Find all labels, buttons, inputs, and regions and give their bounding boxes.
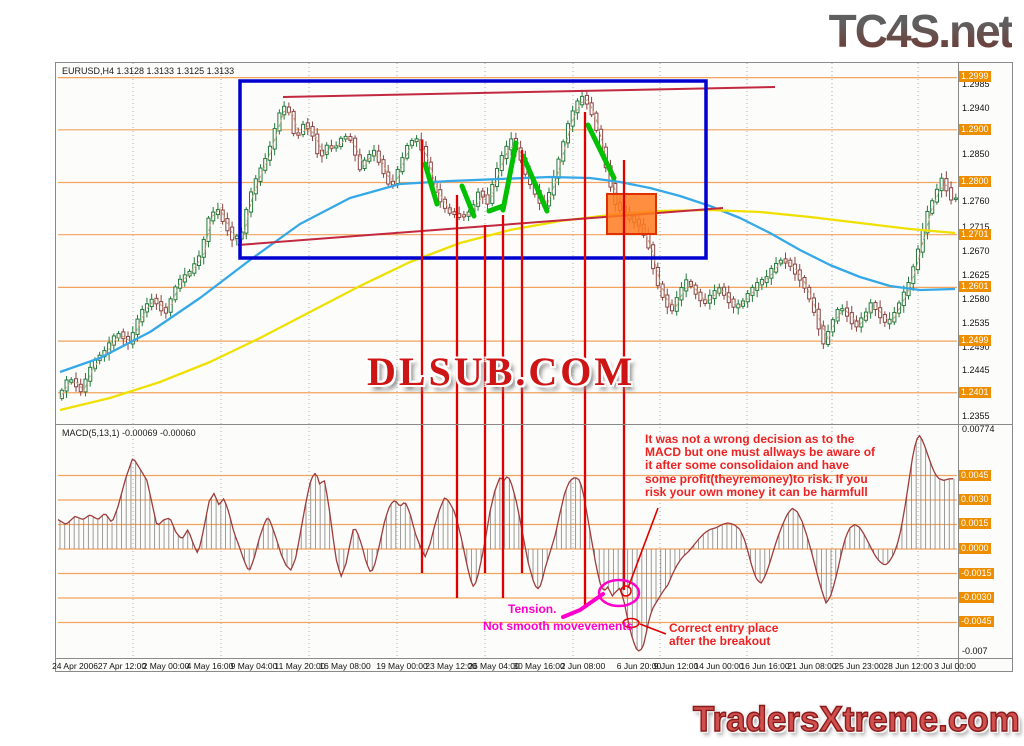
time-axis-label: 23 May 12:00 bbox=[425, 661, 477, 671]
time-axis-label: 28 Jun 12:00 bbox=[883, 661, 933, 671]
price-axis-label: 1.2715 bbox=[962, 222, 990, 232]
price-axis-label: 1.2490 bbox=[962, 342, 990, 352]
ma-fast-line bbox=[59, 98, 949, 399]
macd-axis-label: 0.00774 bbox=[962, 424, 995, 434]
correct-entry-note: Correct entry place after the breakout bbox=[669, 621, 779, 649]
price-axis-label: 1.2355 bbox=[962, 411, 990, 421]
orange-highlight-rect[interactable] bbox=[606, 193, 657, 235]
price-axis-label: 1.2499 bbox=[959, 335, 991, 346]
price-axis-label: 1.2800 bbox=[959, 176, 991, 187]
price-axis-label: 1.2850 bbox=[962, 149, 990, 159]
tension-label: Tension. bbox=[508, 602, 557, 616]
price-axis-label: 1.2535 bbox=[962, 318, 990, 328]
time-axis-label: 4 May 16:00 bbox=[186, 661, 234, 671]
panel-splitter[interactable] bbox=[55, 424, 1013, 425]
time-axis-separator bbox=[55, 658, 1013, 659]
tradersxtreme-watermark: TradersXtreme.com bbox=[692, 699, 1020, 739]
red-pointer-line-0 bbox=[627, 507, 659, 589]
time-axis-label: 27 Apr 12:00 bbox=[97, 661, 147, 671]
axis-separator bbox=[958, 62, 959, 672]
time-axis-label: 24 Apr 2006 bbox=[52, 661, 98, 671]
ma-yellow-line bbox=[59, 208, 956, 412]
macd-line bbox=[57, 434, 954, 652]
time-axis-label: 21 Jun 08:00 bbox=[787, 661, 837, 671]
time-axis-label: 9 May 04:00 bbox=[230, 661, 278, 671]
price-axis-label: 1.2670 bbox=[962, 246, 990, 256]
time-axis-label: 26 May 04:00 bbox=[468, 661, 520, 671]
price-axis-label: 1.2401 bbox=[959, 387, 991, 398]
price-axis-label: 1.2701 bbox=[959, 229, 991, 240]
blue-consolidation-rect[interactable] bbox=[238, 79, 708, 260]
macd-axis-label: 0.0015 bbox=[959, 518, 991, 529]
magenta-ellipse bbox=[597, 578, 641, 608]
time-axis-label: 3 Jul 00:00 bbox=[934, 661, 976, 671]
time-axis-label: 2 May 00:00 bbox=[142, 661, 190, 671]
time-axis-label: 25 Jun 23:00 bbox=[834, 661, 884, 671]
price-axis-label: 1.2580 bbox=[962, 294, 990, 304]
candles bbox=[59, 89, 958, 401]
macd-axis-label: -0.0030 bbox=[959, 592, 994, 603]
chart-window bbox=[55, 62, 1013, 672]
price-axis-label: 1.2445 bbox=[962, 365, 990, 375]
price-axis-label: 1.2625 bbox=[962, 270, 990, 280]
time-axis-label: 30 May 16:00 bbox=[513, 661, 565, 671]
red-entry-ellipse bbox=[622, 617, 640, 629]
time-axis-label: 14 Jun 00:00 bbox=[694, 661, 744, 671]
price-axis-label: 1.2900 bbox=[959, 124, 991, 135]
macd-axis-label: -0.0045 bbox=[959, 616, 994, 627]
price-axis-label: 1.2985 bbox=[962, 79, 990, 89]
time-axis-label: 6 Jun 20:00 bbox=[616, 661, 662, 671]
time-axis-label: 9 Jun 12:00 bbox=[653, 661, 699, 671]
macd-axis-label: 0.0000 bbox=[959, 543, 991, 554]
time-axis-label: 2 Jun 08:00 bbox=[560, 661, 606, 671]
price-axis-label: 1.2760 bbox=[962, 196, 990, 206]
macd-axis-label: 0.0045 bbox=[959, 470, 991, 481]
tc4s-watermark: TC4S.net bbox=[828, 5, 1014, 57]
red-marker-circle bbox=[620, 585, 632, 597]
time-axis-label: 11 May 20:00 bbox=[274, 661, 326, 671]
macd-axis-label: -0.0015 bbox=[959, 568, 994, 579]
horizontal-level-lines bbox=[58, 77, 957, 624]
macd-axis-label: 0.0030 bbox=[959, 494, 991, 505]
time-axis-label: 16 May 08:00 bbox=[319, 661, 371, 671]
macd-axis-label: -0.007 bbox=[962, 646, 988, 656]
macd-histogram bbox=[57, 434, 955, 652]
red-vertical-lines bbox=[420, 112, 626, 605]
trendline-upper[interactable] bbox=[282, 86, 776, 98]
ma-blue-line bbox=[59, 175, 956, 374]
red-pointer-line-1 bbox=[639, 623, 667, 635]
price-panel-title: EURUSD,H4 1.3128 1.3133 1.3125 1.3133 bbox=[62, 66, 235, 76]
dlsub-watermark: DLSUB.COM bbox=[367, 349, 636, 394]
macd-panel-title: MACD(5,13,1) -0.00069 -0.00060 bbox=[62, 428, 196, 438]
magenta-pointer-line bbox=[561, 592, 605, 619]
green-swing-marks bbox=[422, 122, 617, 219]
time-axis-label: 16 Jun 16:00 bbox=[740, 661, 790, 671]
time-axis-label: 19 May 00:00 bbox=[376, 661, 428, 671]
macd-warning-note: It was not a wrong decision as to the MA… bbox=[645, 432, 876, 499]
price-axis-label: 1.2999 bbox=[959, 71, 991, 82]
price-axis-label: 1.2940 bbox=[962, 103, 990, 113]
price-axis-label: 1.2601 bbox=[959, 281, 991, 292]
not-smooth-label: Not smooth movevements bbox=[483, 619, 634, 633]
